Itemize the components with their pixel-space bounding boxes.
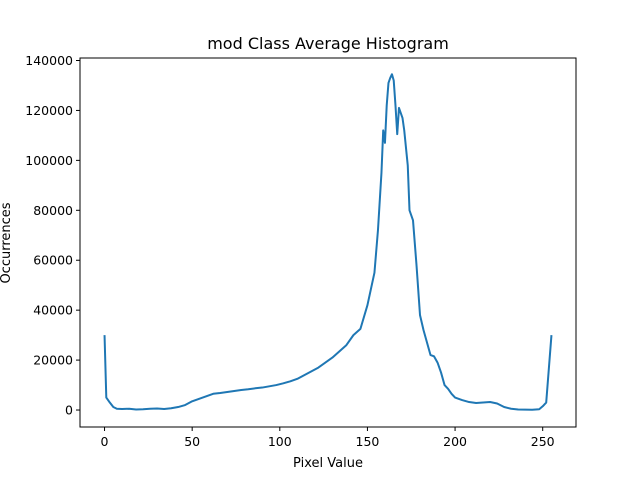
y-axis-label: Occurrences xyxy=(0,202,14,283)
plot-area xyxy=(103,73,553,411)
y-tick-label: 20000 xyxy=(33,353,73,368)
y-tick-label: 100000 xyxy=(25,153,73,168)
x-tick-label: 0 xyxy=(101,434,109,449)
x-tick-label: 150 xyxy=(356,434,380,449)
y-tick-label: 120000 xyxy=(25,103,73,118)
y-axis: 0 20000 40000 60000 80000 100000 120000 140000 xyxy=(25,53,80,418)
plot-frame xyxy=(79,57,577,428)
x-tick-label: 200 xyxy=(443,434,467,449)
y-tick-label: 80000 xyxy=(33,203,73,218)
y-tick-label: 40000 xyxy=(33,303,73,318)
x-axis: 0 50 100 150 200 250 xyxy=(101,427,555,449)
x-tick-label: 50 xyxy=(184,434,200,449)
chart-title: mod Class Average Histogram xyxy=(207,34,449,53)
series-line xyxy=(103,73,553,411)
y-tick-label: 140000 xyxy=(25,53,73,68)
x-axis-label: Pixel Value xyxy=(293,456,363,471)
y-tick-label: 60000 xyxy=(33,253,73,268)
x-tick-label: 100 xyxy=(268,434,292,449)
y-tick-label: 0 xyxy=(65,403,73,418)
x-tick-label: 250 xyxy=(531,434,555,449)
